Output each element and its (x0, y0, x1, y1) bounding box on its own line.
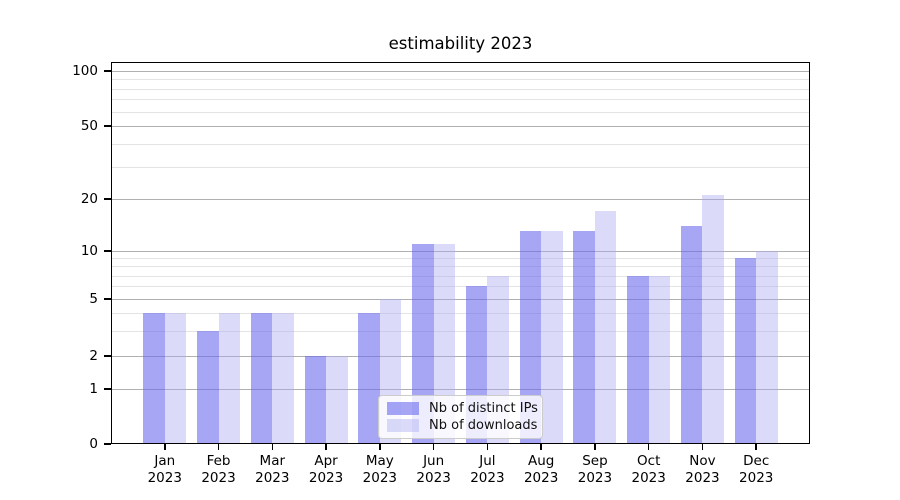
y-axis-tick (104, 388, 111, 390)
minor-gridline (112, 258, 809, 259)
major-gridline (112, 389, 809, 390)
x-tick-label: Aug 2023 (523, 453, 559, 486)
major-gridline (112, 71, 809, 72)
bar-downloads (433, 243, 456, 444)
minor-gridline (112, 331, 809, 332)
bar-downloads (218, 312, 241, 444)
minor-gridline (112, 79, 809, 80)
x-tick-label: May 2023 (362, 453, 398, 486)
minor-gridline (112, 286, 809, 287)
x-axis-tick (217, 444, 220, 450)
x-axis-tick (540, 444, 542, 450)
x-axis-tick (271, 444, 274, 450)
x-tick-label: Mar 2023 (255, 453, 290, 486)
x-tick-label: Oct 2023 (631, 453, 666, 486)
major-gridline (112, 251, 809, 252)
bar-downloads (326, 356, 348, 444)
y-axis-tick (104, 250, 111, 252)
y-tick-label: 1 (89, 381, 98, 397)
y-axis-tick (104, 198, 111, 200)
x-tick-label: Sep 2023 (577, 453, 613, 486)
bar-downloads (594, 211, 617, 444)
legend-entry-downloads: Nb of downloads (387, 418, 538, 433)
minor-gridline (112, 167, 809, 168)
y-tick-label: 5 (89, 291, 98, 307)
bar-downloads (272, 312, 294, 444)
minor-gridline (112, 276, 809, 277)
major-gridline (112, 356, 809, 357)
legend-entry-distinct-ips: Nb of distinct IPs (387, 401, 538, 416)
major-gridline (112, 299, 809, 300)
bar-distinct-ips (304, 356, 327, 444)
x-tick-label: Feb 2023 (201, 453, 236, 486)
legend-swatch-downloads (387, 419, 419, 432)
bar-downloads (541, 231, 563, 444)
bar-distinct-ips (680, 225, 703, 444)
bar-distinct-ips (573, 231, 595, 444)
x-tick-label: Nov 2023 (685, 453, 720, 486)
x-tick-label: Jan 2023 (147, 453, 182, 486)
bar-distinct-ips (412, 243, 434, 444)
minor-gridline (112, 89, 809, 90)
x-tick-label: Apr 2023 (308, 453, 344, 486)
x-axis-tick (325, 444, 327, 450)
x-axis-tick (486, 444, 489, 450)
legend-label-downloads: Nb of downloads (429, 418, 538, 433)
minor-gridline (112, 144, 809, 145)
y-axis-tick (104, 443, 111, 445)
bar-distinct-ips (358, 312, 380, 444)
minor-gridline (112, 313, 809, 314)
major-gridline (112, 199, 809, 200)
bar-downloads (702, 195, 724, 444)
chart-title: estimability 2023 (388, 34, 533, 53)
bar-downloads (164, 312, 187, 444)
x-axis-tick (755, 444, 757, 450)
bar-distinct-ips (519, 231, 542, 444)
minor-gridline (112, 99, 809, 100)
legend-label-distinct-ips: Nb of distinct IPs (429, 401, 538, 416)
bar-distinct-ips (627, 275, 649, 444)
y-tick-label: 10 (80, 243, 98, 259)
y-axis-tick (104, 70, 111, 72)
bar-distinct-ips (143, 312, 165, 444)
bar-distinct-ips (734, 258, 757, 444)
y-axis-tick (104, 125, 111, 127)
y-axis-tick (104, 298, 111, 300)
x-axis-tick (647, 444, 650, 450)
chart-legend: Nb of distinct IPs Nb of downloads (378, 395, 543, 439)
y-tick-label: 2 (89, 348, 98, 364)
minor-gridline (112, 112, 809, 113)
x-axis-tick (379, 444, 381, 450)
minor-gridline (112, 266, 809, 267)
x-axis-tick (432, 444, 435, 450)
y-axis-tick (104, 355, 111, 357)
y-tick-label: 50 (80, 118, 98, 134)
x-axis-tick (594, 444, 596, 450)
y-tick-label: 20 (80, 191, 98, 207)
bar-distinct-ips (197, 330, 219, 444)
major-gridline (112, 126, 809, 127)
x-axis-tick (701, 444, 704, 450)
y-tick-label: 100 (72, 63, 98, 79)
x-tick-label: Jul 2023 (470, 453, 505, 486)
bar-downloads (648, 275, 671, 444)
x-tick-label: Dec 2023 (739, 453, 774, 486)
x-tick-label: Jun 2023 (416, 453, 451, 486)
x-axis-tick (164, 444, 166, 450)
y-tick-label: 0 (89, 436, 98, 452)
bar-downloads (756, 251, 778, 444)
legend-swatch-distinct-ips (387, 402, 419, 415)
bar-distinct-ips (250, 312, 273, 444)
